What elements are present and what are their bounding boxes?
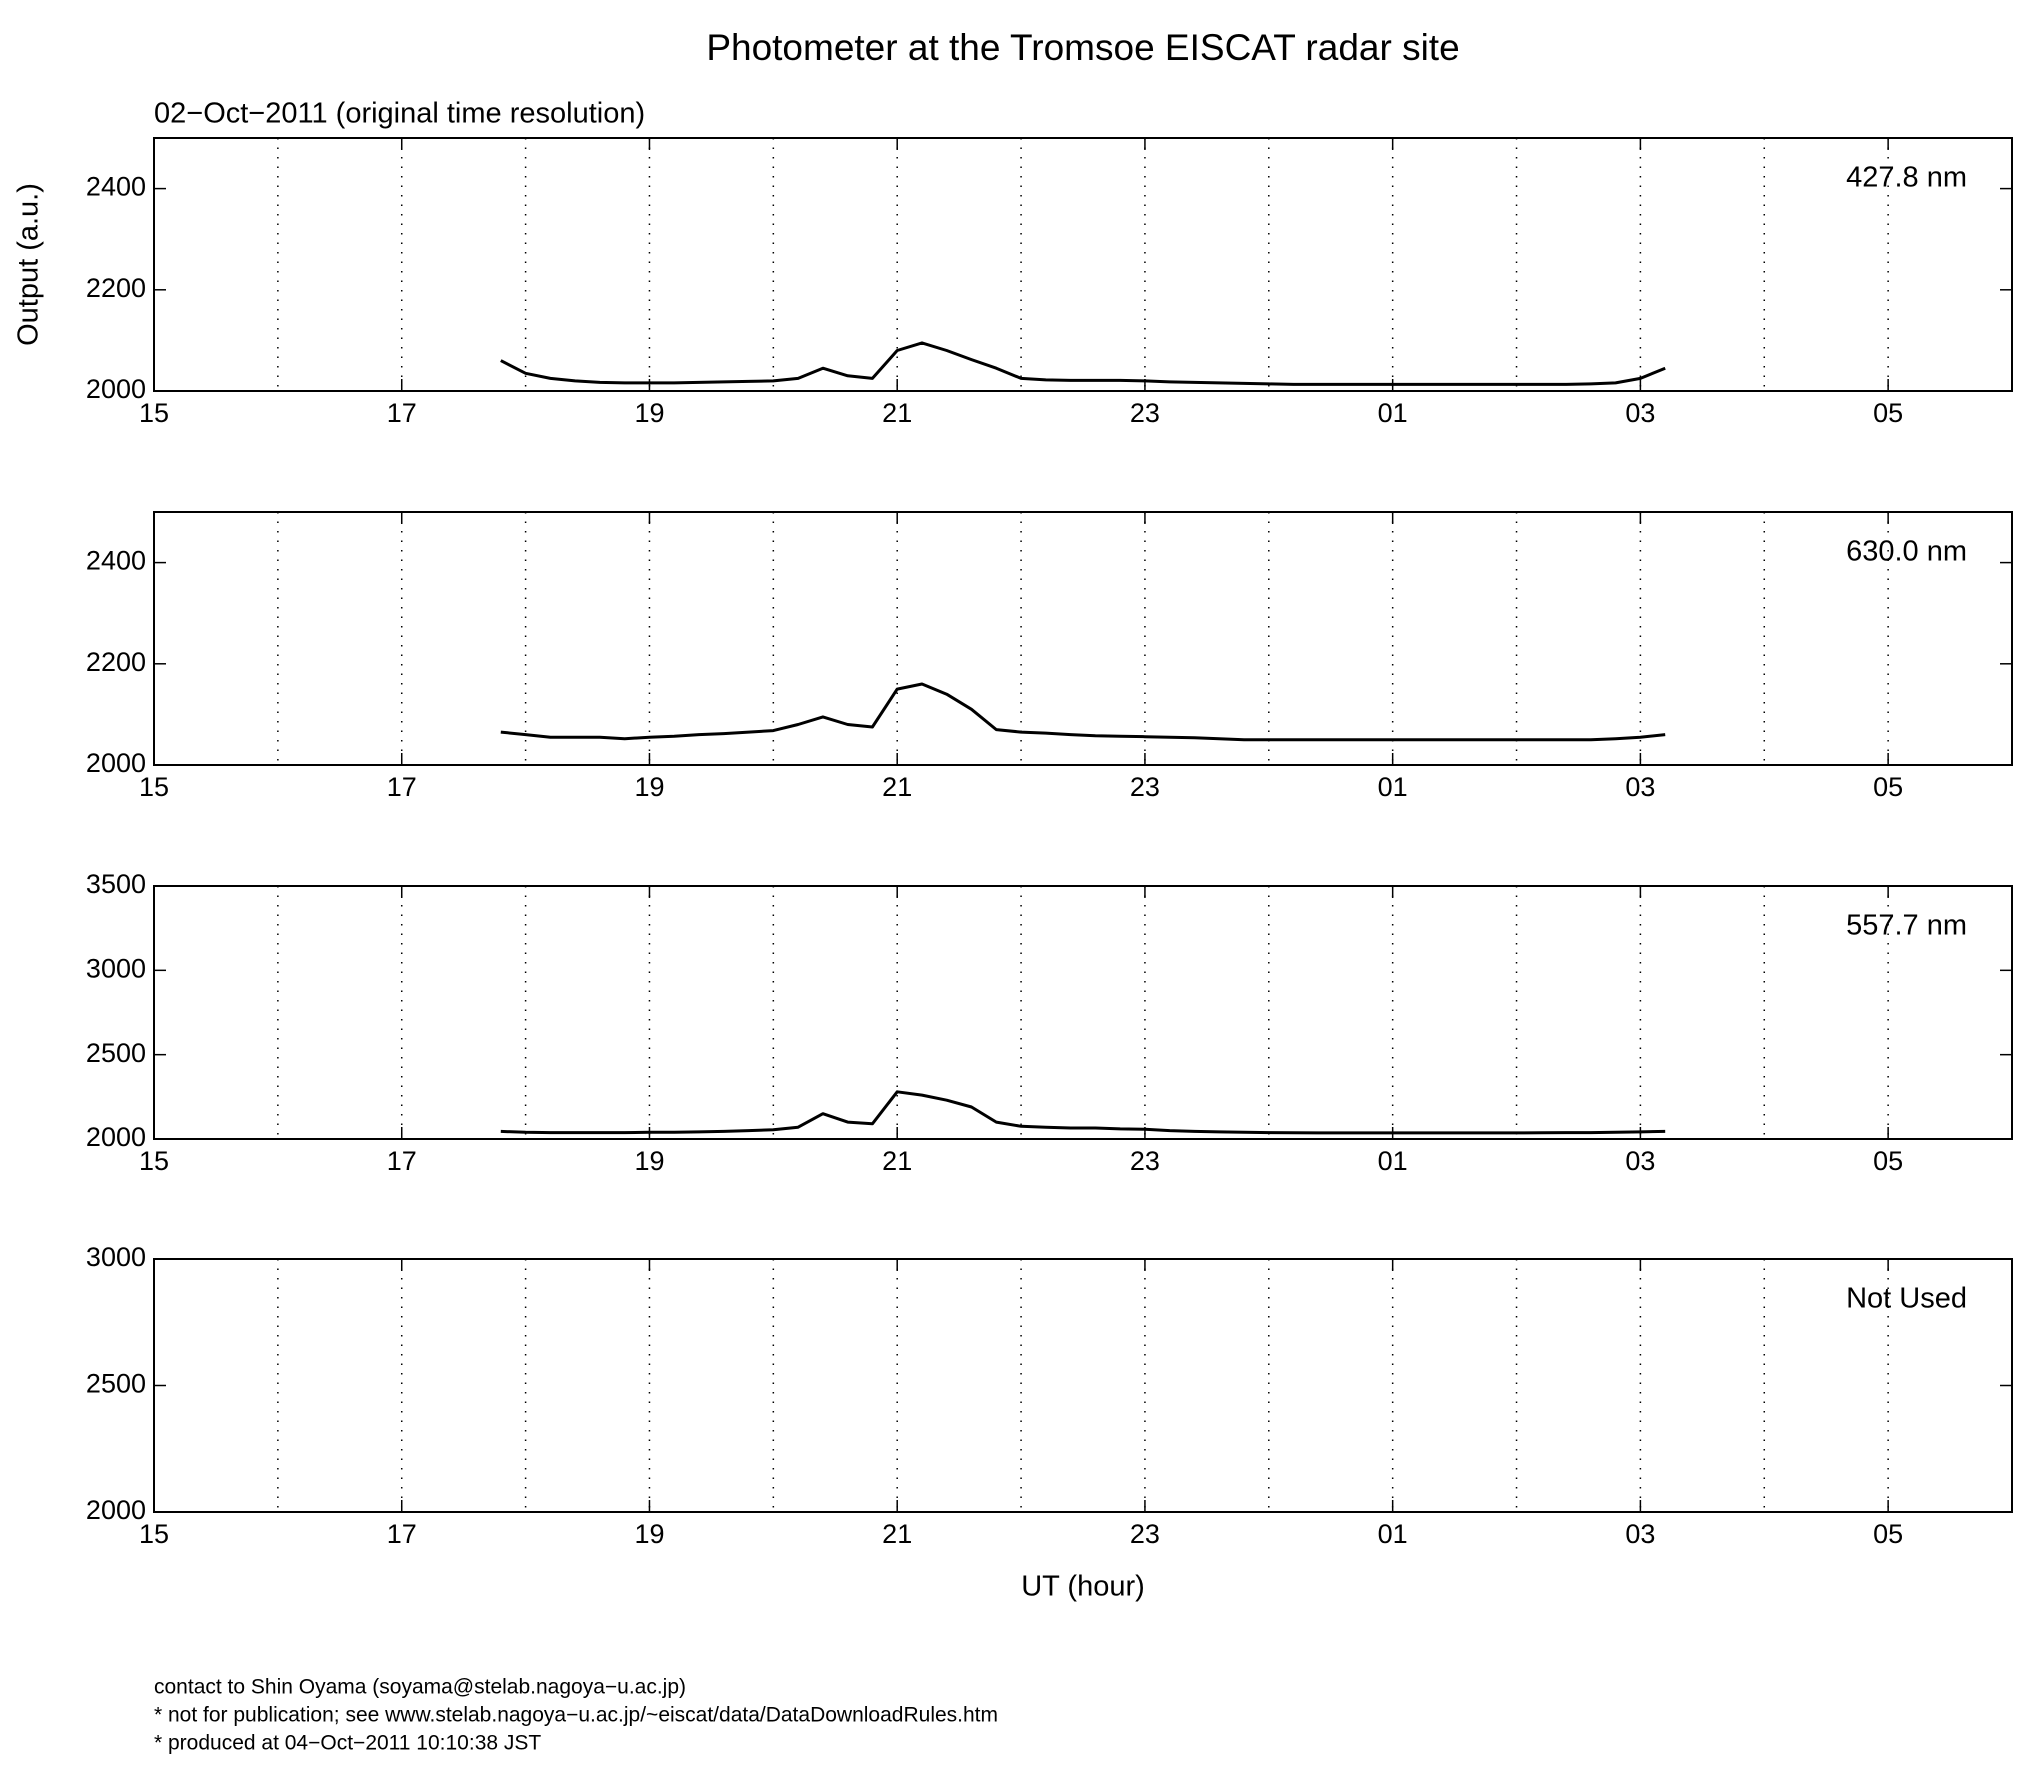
y-axis-label: Output (a.u.) — [13, 183, 45, 346]
x-tick-label: 05 — [1873, 398, 1903, 428]
y-tick-label: 2400 — [86, 546, 146, 576]
x-tick-label: 17 — [387, 772, 417, 802]
x-tick-label: 01 — [1378, 398, 1408, 428]
x-tick-label: 21 — [882, 772, 912, 802]
x-tick-label: 05 — [1873, 1519, 1903, 1549]
plot-frame — [153, 511, 2013, 766]
x-tick-label: 21 — [882, 1146, 912, 1176]
y-tick-label: 3500 — [86, 869, 146, 899]
x-tick-label: 05 — [1873, 772, 1903, 802]
panel-label: 630.0 nm — [1846, 536, 1967, 568]
x-tick-label: 15 — [139, 772, 169, 802]
y-tick-label: 3000 — [86, 1242, 146, 1272]
panel-label: 427.8 nm — [1846, 162, 1967, 194]
x-tick-label: 01 — [1378, 1146, 1408, 1176]
x-tick-label: 01 — [1378, 1519, 1408, 1549]
x-tick-label: 19 — [634, 1519, 664, 1549]
x-tick-label: 03 — [1625, 1146, 1655, 1176]
x-tick-label: 03 — [1625, 1519, 1655, 1549]
panel-label: Not Used — [1846, 1283, 1967, 1315]
plot-frame — [153, 1258, 2013, 1513]
y-tick-label: 2500 — [86, 1369, 146, 1399]
plot-frame — [153, 885, 2013, 1140]
x-tick-label: 19 — [634, 398, 664, 428]
y-tick-label: 2200 — [86, 647, 146, 677]
x-tick-label: 21 — [882, 398, 912, 428]
footer-line: * produced at 04−Oct−2011 10:10:38 JST — [154, 1732, 541, 1755]
y-tick-label: 2000 — [86, 1122, 146, 1152]
y-tick-label: 2200 — [86, 273, 146, 303]
y-tick-label: 2000 — [86, 748, 146, 778]
y-tick-label: 2400 — [86, 172, 146, 202]
x-tick-label: 05 — [1873, 1146, 1903, 1176]
x-tick-label: 01 — [1378, 772, 1408, 802]
title: Photometer at the Tromsoe EISCAT radar s… — [706, 27, 1459, 68]
data-line — [500, 682, 1666, 742]
x-tick-label: 03 — [1625, 398, 1655, 428]
x-tick-label: 23 — [1130, 1519, 1160, 1549]
footer-line: * not for publication; see www.stelab.na… — [154, 1704, 998, 1727]
x-tick-label: 15 — [139, 1146, 169, 1176]
y-tick-label: 2000 — [86, 374, 146, 404]
data-line — [500, 1090, 1666, 1135]
x-tick-label: 23 — [1130, 1146, 1160, 1176]
x-tick-label: 15 — [139, 398, 169, 428]
data-line — [500, 341, 1666, 386]
footer-line: contact to Shin Oyama (soyama@stelab.nag… — [154, 1676, 686, 1699]
x-tick-label: 19 — [634, 1146, 664, 1176]
x-tick-label: 21 — [882, 1519, 912, 1549]
x-tick-label: 17 — [387, 398, 417, 428]
y-tick-label: 3000 — [86, 953, 146, 983]
x-tick-label: 19 — [634, 772, 664, 802]
y-tick-label: 2500 — [86, 1038, 146, 1068]
x-tick-label: 23 — [1130, 772, 1160, 802]
x-axis-label: UT (hour) — [1021, 1571, 1145, 1603]
panel-label: 557.7 nm — [1846, 910, 1967, 942]
x-tick-label: 17 — [387, 1519, 417, 1549]
subtitle: 02−Oct−2011 (original time resolution) — [154, 98, 645, 130]
x-tick-label: 17 — [387, 1146, 417, 1176]
x-tick-label: 15 — [139, 1519, 169, 1549]
plot-frame — [153, 137, 2013, 392]
x-tick-label: 23 — [1130, 398, 1160, 428]
y-tick-label: 2000 — [86, 1495, 146, 1525]
x-tick-label: 03 — [1625, 772, 1655, 802]
